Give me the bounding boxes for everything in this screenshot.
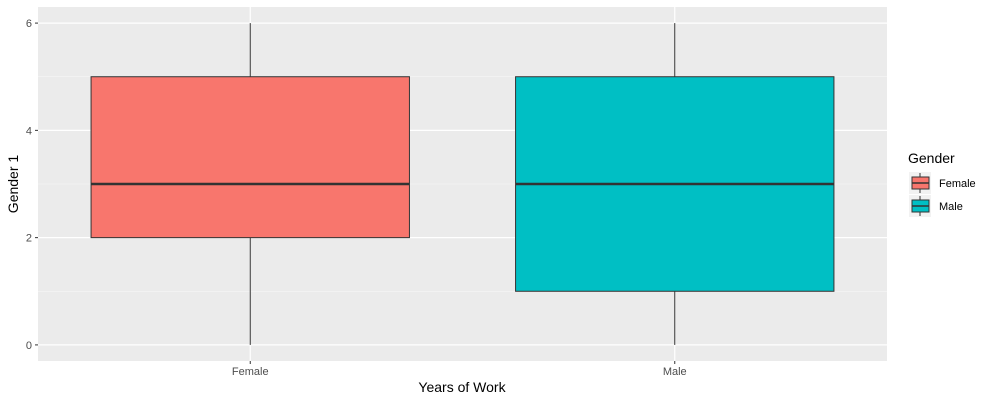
legend-item-female: Female [909, 172, 976, 194]
boxes [90, 23, 835, 345]
legend-item-male: Male [909, 195, 963, 217]
box-body [90, 76, 410, 239]
axes: 0 2 4 6 Female Male [26, 18, 687, 378]
x-tick-label: Male [663, 366, 687, 378]
y-tick-label: 6 [26, 18, 32, 30]
legend-label: Male [939, 201, 963, 213]
legend-title: Gender [908, 150, 955, 166]
y-tick-label: 0 [26, 340, 32, 352]
x-tick-label: Female [232, 366, 269, 378]
legend: Gender Female Male [908, 150, 976, 217]
x-axis-title: Years of Work [418, 379, 506, 395]
box-female [90, 23, 410, 345]
box-male [515, 23, 835, 345]
y-tick-label: 2 [26, 233, 32, 245]
y-tick-label: 4 [26, 125, 32, 137]
y-axis-title: Gender 1 [5, 155, 21, 214]
legend-label: Female [939, 178, 976, 190]
